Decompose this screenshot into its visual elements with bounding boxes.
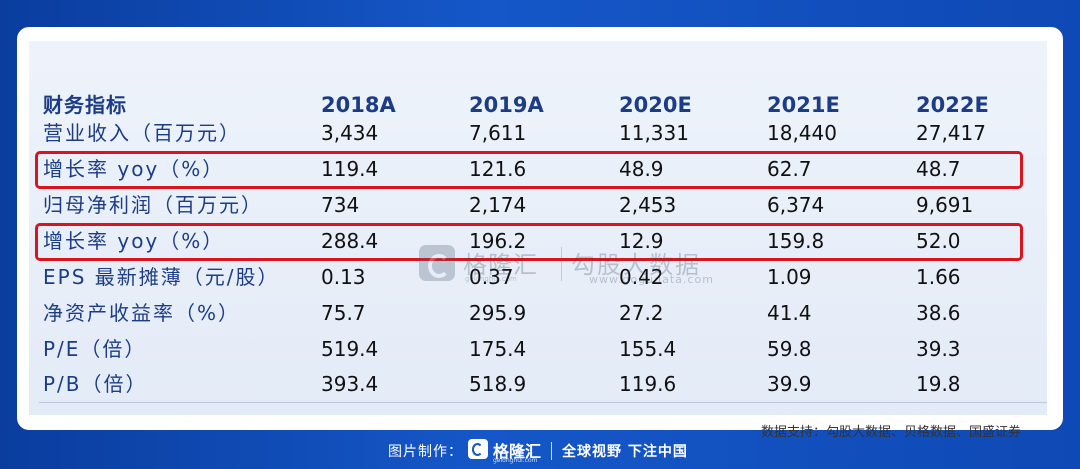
table-cell: 39.3 <box>916 337 961 361</box>
financial-table: 财务指标 2018A 2019A 2020E 2021E 2022E 营业收入（… <box>29 41 1047 440</box>
table-cell: 27.2 <box>619 301 664 325</box>
row-label: 营业收入（百万元） <box>43 121 241 145</box>
table-cell: 393.4 <box>321 372 379 396</box>
highlight-box-profit-growth <box>35 223 1023 261</box>
header-year: 2021E <box>767 93 840 117</box>
table-cell: 1.09 <box>767 265 812 289</box>
table-cell: 11,331 <box>619 121 689 145</box>
table-row-pb: P/B（倍） 393.4 518.9 119.6 39.9 19.8 <box>29 366 1047 402</box>
table-cell: 0.37 <box>469 265 514 289</box>
table-cell: 288.4 <box>321 229 379 253</box>
table-cell: 519.4 <box>321 337 379 361</box>
row-label: P/B（倍） <box>43 372 148 396</box>
table-cell: 62.7 <box>767 157 812 181</box>
table-cell: 38.6 <box>916 301 961 325</box>
table-cell: 18,440 <box>767 121 837 145</box>
table-row-pe: P/E（倍） 519.4 175.4 155.4 59.8 39.3 <box>29 331 1047 367</box>
table-row-eps: EPS 最新摊薄（元/股） 0.13 0.37 0.42 1.09 1.66 <box>29 259 1047 295</box>
table-cell: 2,453 <box>619 193 677 217</box>
table-cell: 119.6 <box>619 372 677 396</box>
footer-brand-small: gelonghui.com <box>493 457 538 464</box>
table-cell: 52.0 <box>916 229 961 253</box>
table-cell: 159.8 <box>767 229 825 253</box>
table-cell: 119.4 <box>321 157 379 181</box>
table-cell: 0.13 <box>321 265 366 289</box>
table-card: 财务指标 2018A 2019A 2020E 2021E 2022E 营业收入（… <box>17 27 1063 440</box>
header-year: 2020E <box>619 93 692 117</box>
table-cell: 2,174 <box>469 193 527 217</box>
table-header-row: 财务指标 2018A 2019A 2020E 2021E 2022E <box>29 87 1047 123</box>
table-cell: 175.4 <box>469 337 527 361</box>
table-cell: 27,417 <box>916 121 986 145</box>
footer-slogan: 全球视野 下注中国 <box>562 444 688 460</box>
row-label: 增长率 yoy（%） <box>43 157 225 181</box>
header-year: 2018A <box>321 93 396 117</box>
table-cell: 41.4 <box>767 301 812 325</box>
table-cell: 121.6 <box>469 157 527 181</box>
header-year: 2022E <box>916 93 989 117</box>
table-cell: 196.2 <box>469 229 527 253</box>
data-source-note: 数据支持：勾股大数据、贝格数据、国盛证券 <box>760 425 1021 440</box>
table-cell: 3,434 <box>321 121 379 145</box>
table-cell: 12.9 <box>619 229 664 253</box>
table-cell: 48.7 <box>916 157 961 181</box>
row-label: 归母净利润（百万元） <box>43 193 263 217</box>
table-cell: 295.9 <box>469 301 527 325</box>
row-label: P/E（倍） <box>43 337 147 361</box>
footer-divider <box>551 442 552 460</box>
table-cell: 1.66 <box>916 265 961 289</box>
table-cell: 9,691 <box>916 193 974 217</box>
table-cell: 734 <box>321 193 360 217</box>
table-cell: 518.9 <box>469 372 527 396</box>
footer-brand: 格隆汇 <box>493 442 542 461</box>
brand-logo-icon <box>468 439 488 459</box>
header-year: 2019A <box>469 93 544 117</box>
table-cell: 7,611 <box>469 121 527 145</box>
table-cell: 155.4 <box>619 337 677 361</box>
table-cell: 75.7 <box>321 301 366 325</box>
table-cell: 19.8 <box>916 372 961 396</box>
header-label: 财务指标 <box>43 93 127 117</box>
row-label: 净资产收益率（%） <box>43 301 241 325</box>
table-row-revenue-growth: 增长率 yoy（%） 119.4 121.6 48.9 62.7 48.7 <box>29 151 1047 187</box>
footer-bar: 图片制作： 格隆汇 gelonghui.com 全球视野 下注中国 <box>0 433 1080 469</box>
table-row-revenue: 营业收入（百万元） 3,434 7,611 11,331 18,440 27,4… <box>29 115 1047 151</box>
table-cell: 0.42 <box>619 265 664 289</box>
table-bottom-divider <box>39 402 1047 403</box>
table-cell: 59.8 <box>767 337 812 361</box>
row-label: 增长率 yoy（%） <box>43 229 225 253</box>
row-label: EPS 最新摊薄（元/股） <box>43 265 280 289</box>
table-cell: 6,374 <box>767 193 825 217</box>
table-row-roe: 净资产收益率（%） 75.7 295.9 27.2 41.4 38.6 <box>29 295 1047 331</box>
table-row-net-profit: 归母净利润（百万元） 734 2,174 2,453 6,374 9,691 <box>29 187 1047 223</box>
table-cell: 48.9 <box>619 157 664 181</box>
highlight-box-revenue-growth <box>35 151 1023 189</box>
footer-credit: 图片制作： <box>388 444 463 460</box>
table-cell: 39.9 <box>767 372 812 396</box>
table-row-profit-growth: 增长率 yoy（%） 288.4 196.2 12.9 159.8 52.0 <box>29 223 1047 259</box>
